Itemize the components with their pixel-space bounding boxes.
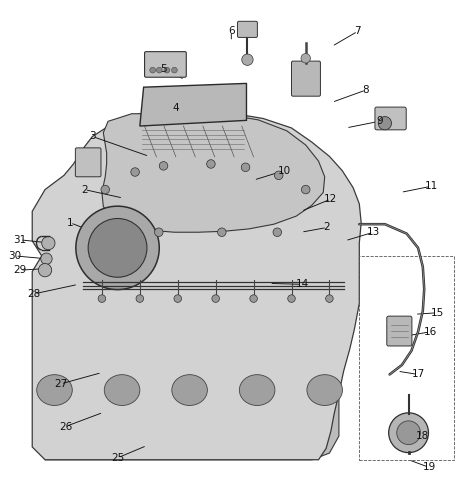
Polygon shape [102,112,325,232]
Circle shape [301,185,310,194]
Text: 3: 3 [89,132,96,141]
Circle shape [42,237,55,250]
Text: 14: 14 [296,279,309,289]
Circle shape [207,160,215,168]
Circle shape [241,163,250,171]
Polygon shape [140,83,246,126]
Text: 30: 30 [9,251,22,261]
Circle shape [378,116,392,130]
Circle shape [156,67,162,73]
Text: 28: 28 [27,289,41,299]
Circle shape [242,54,253,65]
Circle shape [98,295,106,302]
Circle shape [174,295,182,302]
FancyBboxPatch shape [75,148,101,177]
FancyBboxPatch shape [237,21,257,37]
Circle shape [218,228,226,237]
FancyBboxPatch shape [292,61,320,96]
Circle shape [274,171,283,180]
Text: 16: 16 [424,327,437,337]
Circle shape [273,228,282,237]
Circle shape [38,264,52,277]
Text: 7: 7 [355,26,361,36]
Text: 26: 26 [59,422,72,432]
Circle shape [101,185,109,194]
Text: 9: 9 [376,116,383,126]
FancyBboxPatch shape [387,316,412,346]
Text: 11: 11 [425,181,438,191]
Circle shape [136,295,144,302]
Text: 2: 2 [81,185,88,194]
FancyBboxPatch shape [375,107,406,130]
Text: 4: 4 [172,103,179,113]
Text: 10: 10 [278,165,291,176]
Circle shape [76,206,159,290]
Circle shape [389,413,428,453]
Text: 31: 31 [13,235,27,245]
Text: 8: 8 [363,85,369,95]
Circle shape [159,162,168,170]
Ellipse shape [239,375,275,406]
Circle shape [212,295,219,302]
Polygon shape [32,110,361,460]
Text: 15: 15 [430,308,444,318]
Circle shape [172,67,177,73]
Text: 2: 2 [324,222,330,232]
Circle shape [164,67,170,73]
Circle shape [88,218,147,277]
Text: 12: 12 [324,194,337,204]
Ellipse shape [172,375,208,406]
Polygon shape [45,301,339,460]
Text: 1: 1 [67,218,73,228]
Circle shape [301,54,310,63]
Circle shape [250,295,257,302]
Text: 17: 17 [411,369,425,380]
Circle shape [41,253,52,265]
Circle shape [150,67,155,73]
FancyBboxPatch shape [145,52,186,77]
Text: 25: 25 [111,453,124,463]
Text: 27: 27 [54,379,67,389]
Text: 5: 5 [160,64,167,74]
Circle shape [155,228,163,237]
Text: 18: 18 [416,431,429,441]
Text: 19: 19 [422,463,436,472]
Ellipse shape [104,375,140,406]
Circle shape [288,295,295,302]
Circle shape [326,295,333,302]
Text: 29: 29 [13,265,27,275]
Circle shape [397,421,420,444]
Circle shape [131,168,139,176]
Text: 13: 13 [367,227,380,237]
Text: 6: 6 [228,26,235,36]
Ellipse shape [307,375,342,406]
Ellipse shape [37,375,72,406]
